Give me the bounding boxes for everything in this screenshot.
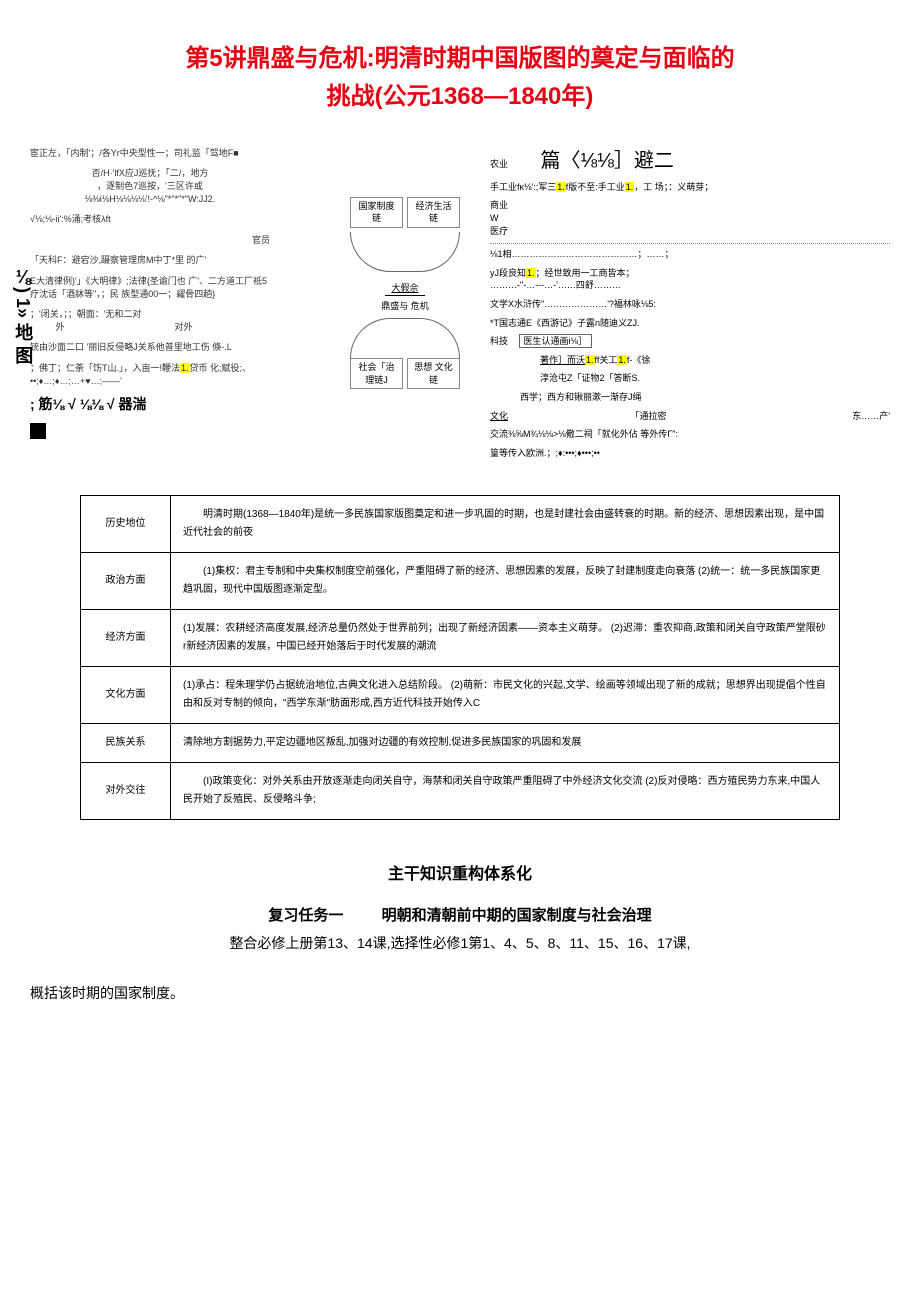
right-agriculture: 农业 篇〈⅛⅛］避二 [490, 147, 890, 175]
row-label: 文化方面 [81, 667, 171, 724]
right-r7: *T国志通E《西游记》子露n随迪义ZJ. [490, 317, 890, 330]
left-note-6: 官员 [30, 234, 270, 247]
right-tech: 科技 医生认通画i⅛］ [490, 335, 890, 348]
row-label: 经济方面 [81, 610, 171, 667]
diagram-right-column: 农业 篇〈⅛⅛］避二 手工业fκ⅛':;军三1.f版不至:手工业1.，工 场；：… [490, 147, 890, 466]
table-row: 对外交往 (I)政策变化：对外关系由开放逐渐走向闭关自守，海禁和闭关自守政策严重… [81, 763, 840, 820]
right-r9: 著作］而沃1.ff关工1.f-《徐 [490, 354, 890, 367]
task-subtitle: 整合必修上册第13、14课,选择性必修1第1、4、5、8、11、15、16、17… [30, 933, 890, 953]
right-r14: 篁等传入欧洲.；;♦:•••;♦•••;•• [490, 447, 890, 460]
row-label: 民族关系 [81, 724, 171, 763]
table-row: 民族关系清除地方割据势力,平定边疆地区叛乱,加强对边疆的有效控制,促进多民族国家… [81, 724, 840, 763]
right-commerce: 商业 W 医疗 [490, 199, 890, 237]
row-label: 政治方面 [81, 553, 171, 610]
left-note-12: ；佛丁；仁荼「饬T山.」，入亩一!鞭法1.贷币 化;赋役;、••;♦…;♦…;…… [30, 362, 270, 387]
row-content: 清除地方割据势力,平定边疆地区叛乱,加强对边疆的有效控制,促进多民族国家的巩固和… [171, 724, 840, 763]
arc-bottom [350, 318, 460, 358]
left-note-9: ；'闭关，；；朝面：'无和二对 外 对外 [30, 308, 270, 333]
right-handicraft: 手工业fκ⅛':;军三1.f版不至:手工业1.，工 场；：义萌芽； [490, 181, 890, 194]
row-label: 对外交往 [81, 763, 171, 820]
row-label: 历史地位 [81, 496, 171, 553]
left-note-1: 宦正左，「内制'；/各Yr中央型性一；司礼监「驾地F■ [30, 147, 270, 160]
right-r12: 文化 东……产' 「通拉密 [490, 410, 890, 423]
dotted-divider [490, 243, 890, 244]
box-thought-culture: 思想 文化链 [407, 358, 460, 389]
summary-table: 历史地位 明清时期(1368—1840年)是统一多民族国家版图奠定和进一步巩固的… [80, 495, 840, 820]
table-row: 文化方面(1)承占：程朱理学仍占据统治地位,古典文化进入总结阶段。 (2)萌新：… [81, 667, 840, 724]
diagram-left-column: ⅛) 1» 地 图 宦正左，「内制'；/各Yr中央型性一；司礼监「驾地F■ 否/… [30, 147, 470, 466]
right-r5: yJ段良知1.；经世致用一工商皆本； ………-"-…---…-'……四舒……… [490, 267, 890, 292]
title-line2: 挑战(公元1368—1840年) [327, 83, 594, 110]
page-title: 第5讲鼎盛与危机:明清时期中国版图的奠定与面临的 挑战(公元1368—1840年… [30, 40, 890, 117]
title-prefix: 第5讲 [185, 45, 246, 72]
table-row: 历史地位 明清时期(1368—1840年)是统一多民族国家版图奠定和进一步巩固的… [81, 496, 840, 553]
title-rest: 鼎盛与危机:明清时期中国版图的奠定与面临的 [247, 45, 735, 72]
box-national-system: 国家制度 链 [350, 197, 403, 228]
row-content: (1)发展：农耕经济高度发展,经济总量仍然处于世界前列；出现了新经济因素——资本… [171, 610, 840, 667]
vertical-side-label: ⅛) 1» 地 图 [10, 267, 35, 364]
left-note-7: 「天科F：避宕沙,蹑察管理房M中丁*里 的广' [30, 254, 270, 267]
row-content: (1)集权：君主专制和中央集权制度空前强化，严重阻碍了新的经济、思想因素的发展，… [171, 553, 840, 610]
black-square-icon [30, 423, 46, 439]
title-line1: 第5讲鼎盛与危机:明清时期中国版图的奠定与面临的 [185, 45, 734, 72]
task-prefix: 复习任务一 [268, 907, 343, 924]
center-mid-1: 大假佘 [385, 282, 424, 296]
table-row: 经济方面(1)发展：农耕经济高度发展,经济总量仍然处于世界前列；出现了新经济因素… [81, 610, 840, 667]
left-note-8: E大清律例)'」《大明律》;法律{圣谕门也 广'、二方道工厂祗5疗沈话「酒牀等"… [30, 275, 270, 300]
right-r13: 交流⅜⅝M¾⅛⅛>⅛儆二祠「就化外佔 等外传Γ": [490, 428, 890, 441]
arc-top [350, 232, 460, 272]
center-mid-2: 鼎盛与 危机 [350, 300, 460, 313]
center-link-boxes: 国家制度 链 经济生活 链 大假佘 鼎盛与 危机 社会「治 理链J 思想 文化链 [350, 197, 460, 394]
right-r10: 淳沧屯Z「证物2「答断S. [490, 372, 890, 385]
row-content: (1)承占：程朱理学仍占据统治地位,古典文化进入总结阶段。 (2)萌新：市民文化… [171, 667, 840, 724]
left-note-11: 铳由沙面二口 '丽旧反侵略J关系他普里地工伤 倏-.L [30, 341, 270, 354]
section-heading: 主干知识重构体系化 [30, 860, 890, 884]
right-r11: 西学；西方和锹丽漱一渐存J绳 [490, 391, 890, 404]
task-title: 明朝和清朝前中期的国家制度与社会治理 [382, 907, 652, 924]
left-note-13: ; 筋⅛ √ ⅛⅛ √ 器湍 [30, 395, 270, 415]
right-r4: ⅛1相……………………………………；……； [490, 248, 890, 261]
concept-diagram: ⅛) 1» 地 图 宦正左，「内制'；/各Yr中央型性一；司礼监「驾地F■ 否/… [30, 147, 890, 466]
table-row: 政治方面 (1)集权：君主专制和中央集权制度空前强化，严重阻碍了新的经济、思想因… [81, 553, 840, 610]
review-task-heading: 复习任务一 明朝和清朝前中期的国家制度与社会治理 [30, 904, 890, 925]
box-social-governance: 社会「治 理链J [350, 358, 403, 389]
row-content: 明清时期(1368—1840年)是统一多民族国家版图奠定和进一步巩固的时期，也是… [171, 496, 840, 553]
left-note-5: √⅛;⅛-ii':%涌;考核λft [30, 213, 270, 226]
summary-table-body: 历史地位 明清时期(1368—1840年)是统一多民族国家版图奠定和进一步巩固的… [81, 496, 840, 820]
left-note-2: 否/H·'lfX应J巡抚；「二/，地方 ，逐制色7巡按，'三区许或 ⅛⅜i⅛H⅛… [30, 167, 270, 205]
box-economic-life: 经济生活 链 [407, 197, 460, 228]
right-literature: 文学X水浒传"…………………'?福林咏⅛5: [490, 298, 890, 311]
row-content: (I)政策变化：对外关系由开放逐渐走向闭关自守，海禁和闭关自守政策严重阻碍了中外… [171, 763, 840, 820]
body-paragraph: 概括该时期的国家制度。 [30, 983, 890, 1003]
